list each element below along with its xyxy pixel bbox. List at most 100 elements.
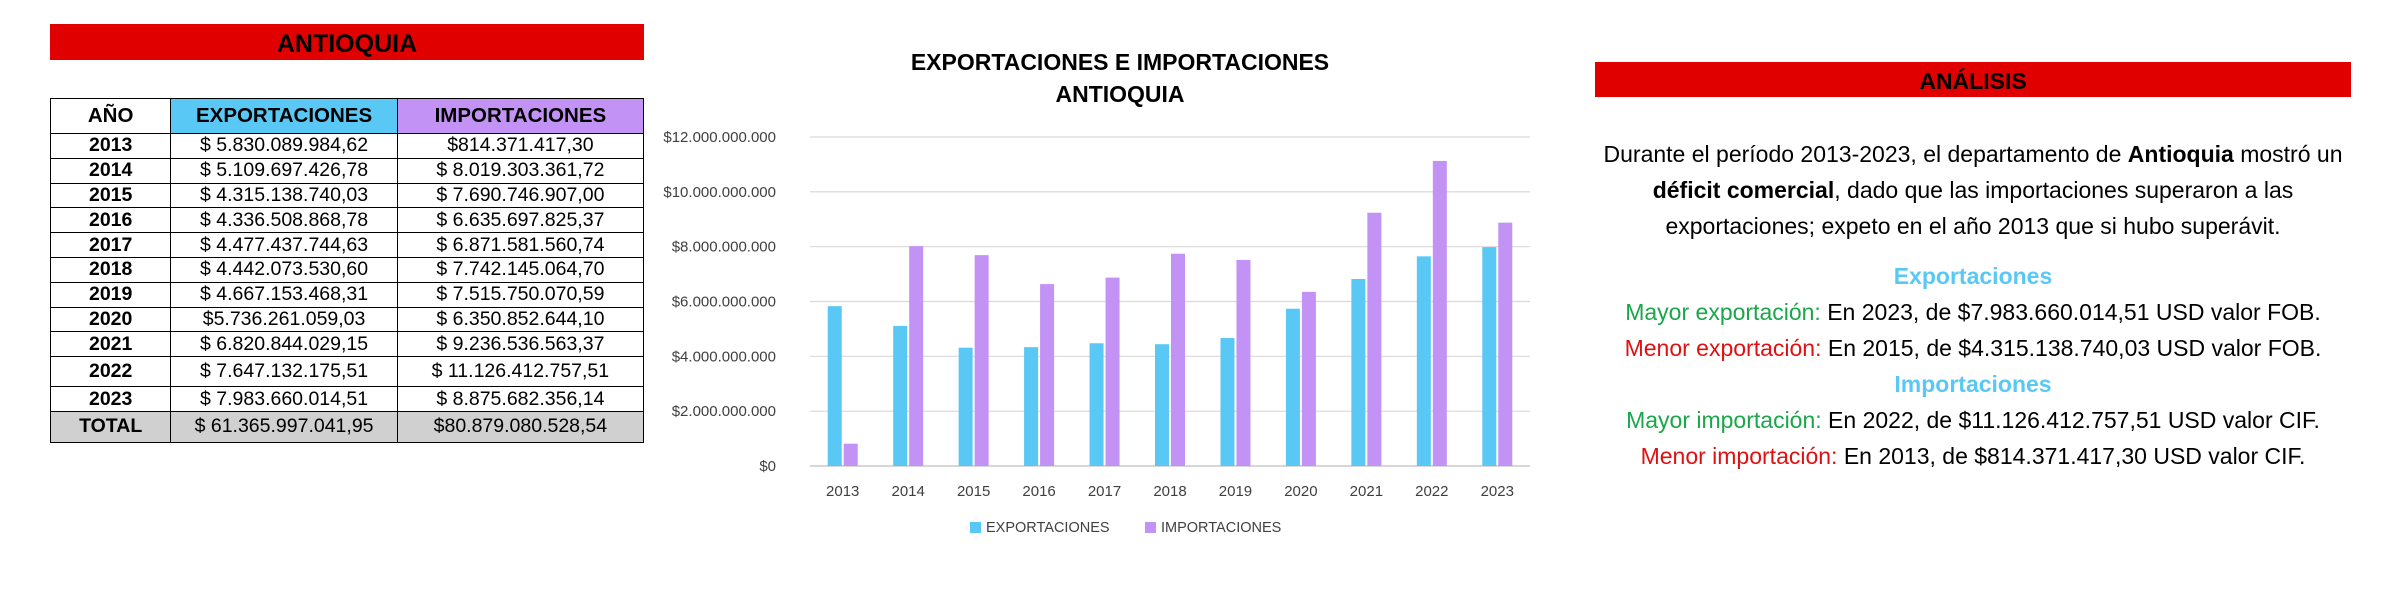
row-year: 2016 (49, 207, 172, 234)
import-bar-2018 (1171, 253, 1185, 466)
x-tick-label: 2021 (1350, 483, 1383, 500)
x-tick-label: 2022 (1415, 483, 1448, 500)
y-tick-label: $6.000.000.000 (672, 294, 776, 311)
table-row: 2014 $ 5.109.697.426,78 $ 8.019.303.361,72 (49, 157, 645, 184)
row-year: 2013 (49, 133, 172, 159)
export-bar-2017 (1089, 343, 1104, 466)
import-bar-2016 (1040, 284, 1055, 466)
table-row: 2023 $ 7.983.660.014,51 $ 8.875.682.356,14 (49, 386, 645, 412)
para-text-3: , dado que las importaciones superaron a… (1665, 177, 2294, 239)
row-exports: $ 5.830.089.984,62 (170, 133, 398, 159)
row-exports: $ 7.983.660.014,51 (170, 386, 398, 412)
y-tick-label: $4.000.000.000 (672, 348, 776, 365)
table-row: 2019 $ 4.667.153.468,31 $ 7.515.750.070,59 (49, 281, 645, 308)
y-tick-label: $10.000.000.000 (663, 184, 776, 201)
max-import-line: Mayor importación: En 2022, de $11.126.4… (1595, 402, 2351, 438)
min-export-label: Menor exportación: (1624, 335, 1822, 361)
row-year: 2018 (49, 256, 172, 283)
row-imports: $ 6.350.852.644,10 (396, 306, 645, 333)
x-tick-label: 2015 (957, 483, 990, 500)
row-imports: $ 6.635.697.825,37 (396, 207, 645, 234)
row-imports: $ 11.126.412.757,51 (396, 356, 645, 388)
row-exports: $5.736.261.059,03 (170, 306, 398, 333)
table-row: 2018 $ 4.442.073.530,60 $ 7.742.145.064,70 (49, 256, 645, 283)
y-tick-label: $12.000.000.000 (663, 129, 776, 146)
x-tick-label: 2014 (891, 483, 924, 500)
max-export-text: En 2023, de $7.983.660.014,51 USD valor … (1820, 299, 2321, 325)
y-tick-label: $8.000.000.000 (672, 239, 776, 256)
import-bar-2019 (1236, 259, 1251, 466)
bar-chart: $0 $2.000.000.000 $4.000.000.000 $6.000.000… (663, 129, 1530, 536)
legend-swatch-importaciones (1145, 522, 1156, 533)
para-bold-region: Antioquia (2127, 141, 2234, 167)
exports-heading: Exportaciones (1893, 263, 2053, 289)
row-imports: $ 8.019.303.361,72 (396, 157, 645, 184)
row-imports: $ 9.236.536.563,37 (396, 331, 645, 358)
row-imports: $ 6.871.581.560,74 (396, 232, 645, 258)
imports-heading: Importaciones (1894, 371, 2052, 397)
header-year: AÑO (49, 98, 172, 134)
analysis-paragraph: Durante el período 2013-2023, el departa… (1595, 136, 2351, 244)
para-text-2: mostró un (2233, 141, 2343, 167)
chart-title: EXPORTACIONES E IMPORTACIONES ANTIOQUIA (820, 46, 1420, 110)
import-bar-2021 (1367, 212, 1382, 466)
row-year: 2021 (49, 331, 172, 358)
x-tick-label: 2020 (1284, 483, 1317, 500)
row-imports: $ 8.875.682.356,14 (396, 386, 645, 412)
import-bar-2017 (1105, 277, 1120, 466)
max-import-text: En 2022, de $11.126.412.757,51 USD valor… (1821, 407, 2320, 433)
total-imports: $80.879.080.528,54 (396, 410, 645, 443)
y-tick-label: $0 (759, 458, 776, 475)
analysis-title-banner: ANÁLISIS (1595, 62, 2351, 97)
import-bar-2013 (843, 443, 858, 466)
trade-table: AÑO EXPORTACIONES IMPORTACIONES 2013 $ 5.… (49, 98, 645, 443)
row-exports: $ 4.477.437.744,63 (170, 232, 398, 258)
row-year: 2022 (49, 356, 172, 388)
export-bar-2016 (1024, 347, 1039, 466)
export-bar-2014 (893, 325, 908, 466)
row-year: 2019 (49, 281, 172, 308)
row-imports: $ 7.690.746.907,00 (396, 182, 645, 209)
export-bar-2019 (1220, 338, 1235, 466)
row-exports: $ 5.109.697.426,78 (170, 157, 398, 184)
legend-label-exportaciones: EXPORTACIONES (986, 520, 1110, 536)
row-exports: $ 6.820.844.029,15 (170, 331, 398, 358)
chart-title-line-2: ANTIOQUIA (1055, 81, 1185, 107)
min-export-text: En 2015, de $4.315.138.740,03 USD valor … (1821, 335, 2322, 361)
import-bar-2014 (909, 246, 924, 466)
total-label: TOTAL (49, 410, 172, 443)
row-imports: $ 7.515.750.070,59 (396, 281, 645, 308)
x-tick-label: 2018 (1153, 483, 1186, 500)
x-tick-label: 2019 (1219, 483, 1252, 500)
row-exports: $ 7.647.132.175,51 (170, 356, 398, 388)
analysis-text: Durante el período 2013-2023, el departa… (1595, 136, 2351, 474)
export-bar-2020 (1285, 308, 1300, 466)
legend-swatch-exportaciones (970, 522, 981, 533)
legend-label-importaciones: IMPORTACIONES (1161, 520, 1281, 536)
table-row: 2015 $ 4.315.138.740,03 $ 7.690.746.907,00 (49, 182, 645, 209)
table-total-row: TOTAL $ 61.365.997.041,95 $80.879.080.528,… (49, 410, 645, 443)
export-bar-2018 (1155, 344, 1169, 466)
para-bold-deficit: déficit comercial (1652, 177, 1835, 203)
min-import-label: Menor importación: (1640, 443, 1838, 469)
para-text-1: Durante el período 2013-2023, el departa… (1603, 141, 2128, 167)
table-title-banner: ANTIOQUIA (50, 24, 644, 60)
header-imports: IMPORTACIONES (396, 98, 645, 134)
chart-title-line-1: EXPORTACIONES E IMPORTACIONES (910, 49, 1330, 75)
row-exports: $ 4.442.073.530,60 (170, 256, 398, 283)
row-year: 2020 (49, 306, 172, 333)
row-year: 2023 (49, 386, 172, 412)
row-exports: $ 4.667.153.468,31 (170, 281, 398, 308)
row-year: 2017 (49, 232, 172, 258)
import-bar-2020 (1301, 291, 1316, 466)
x-tick-label: 2016 (1022, 483, 1055, 500)
min-export-line: Menor exportación: En 2015, de $4.315.13… (1595, 330, 2351, 366)
table-row: 2017 $ 4.477.437.744,63 $ 6.871.581.560,74 (49, 232, 645, 258)
row-exports: $ 4.336.508.868,78 (170, 207, 398, 234)
export-bar-2023 (1482, 247, 1497, 466)
max-import-label: Mayor importación: (1626, 407, 1822, 433)
y-tick-label: $2.000.000.000 (672, 403, 776, 420)
row-year: 2015 (49, 182, 172, 209)
export-bar-2021 (1351, 278, 1366, 466)
table-row: 2021 $ 6.820.844.029,15 $ 9.236.536.563,37 (49, 331, 645, 358)
